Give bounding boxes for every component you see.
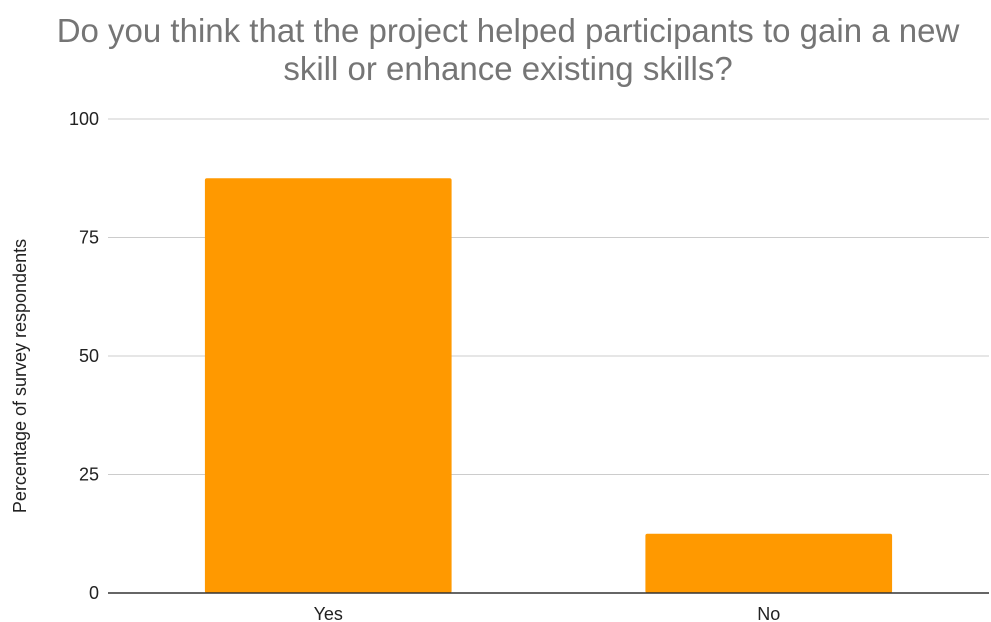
chart-title: Do you think that the project helped par… <box>57 12 960 87</box>
chart-title-line-2: skill or enhance existing skills? <box>283 50 732 87</box>
y-tick-label-100: 100 <box>69 109 99 129</box>
y-axis-tick-labels: 0 25 50 75 100 <box>69 109 99 603</box>
bars <box>204 178 893 593</box>
bar-yes <box>204 178 452 593</box>
y-tick-label-75: 75 <box>79 228 99 248</box>
x-tick-label-no: No <box>757 604 780 622</box>
y-tick-label-50: 50 <box>79 346 99 366</box>
y-tick-label-25: 25 <box>79 465 99 485</box>
x-tick-label-yes: Yes <box>314 604 343 622</box>
y-tick-label-0: 0 <box>89 583 99 603</box>
bar-no <box>645 533 893 593</box>
x-axis-tick-labels: Yes No <box>314 604 781 622</box>
chart-title-line-1: Do you think that the project helped par… <box>57 12 960 49</box>
y-axis-title: Percentage of survey respondents <box>10 239 30 513</box>
